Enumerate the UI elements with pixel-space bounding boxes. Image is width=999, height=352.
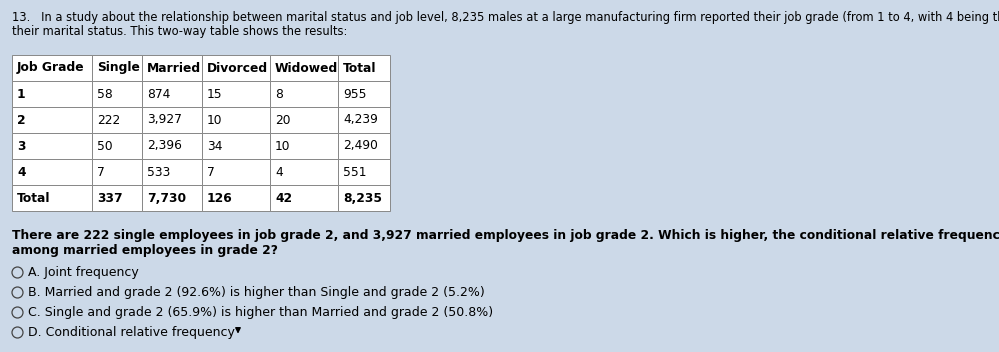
Bar — [202, 81, 270, 107]
Text: 2,490: 2,490 — [343, 139, 378, 152]
Text: Single: Single — [97, 62, 140, 75]
Text: C. Single and grade 2 (65.9%) is higher than Married and grade 2 (50.8%): C. Single and grade 2 (65.9%) is higher … — [28, 306, 494, 319]
Text: 34: 34 — [207, 139, 223, 152]
Text: 874: 874 — [147, 88, 171, 101]
Text: 42: 42 — [275, 191, 292, 205]
Text: 533: 533 — [147, 165, 171, 178]
Text: A. Joint frequency: A. Joint frequency — [28, 266, 139, 279]
Bar — [12, 185, 92, 211]
Bar — [202, 55, 270, 81]
Bar — [142, 133, 202, 159]
Text: 7: 7 — [97, 165, 105, 178]
Bar — [270, 81, 338, 107]
Text: 20: 20 — [275, 113, 291, 126]
Text: 337: 337 — [97, 191, 123, 205]
Text: Widowed: Widowed — [275, 62, 339, 75]
Bar — [338, 185, 390, 211]
Bar — [142, 81, 202, 107]
Bar — [270, 185, 338, 211]
Bar — [202, 133, 270, 159]
Bar — [92, 55, 142, 81]
Text: 4,239: 4,239 — [343, 113, 378, 126]
Text: 10: 10 — [207, 113, 223, 126]
Text: 8,235: 8,235 — [343, 191, 382, 205]
Bar — [92, 133, 142, 159]
Text: Total: Total — [17, 191, 51, 205]
Text: their marital status. This two-way table shows the results:: their marital status. This two-way table… — [12, 25, 348, 38]
Bar — [12, 159, 92, 185]
Text: 2,396: 2,396 — [147, 139, 182, 152]
Text: Divorced: Divorced — [207, 62, 268, 75]
Text: Job Grade: Job Grade — [17, 62, 85, 75]
Text: 955: 955 — [343, 88, 367, 101]
Bar — [338, 55, 390, 81]
Text: 2: 2 — [17, 113, 26, 126]
Bar — [92, 185, 142, 211]
Bar — [270, 133, 338, 159]
Bar — [202, 107, 270, 133]
Bar — [338, 81, 390, 107]
Text: B. Married and grade 2 (92.6%) is higher than Single and grade 2 (5.2%): B. Married and grade 2 (92.6%) is higher… — [28, 286, 485, 299]
Bar — [12, 55, 92, 81]
Text: 1: 1 — [17, 88, 26, 101]
Text: There are 222 single employees in job grade 2, and 3,927 married employees in jo: There are 222 single employees in job gr… — [12, 229, 999, 242]
Bar — [270, 107, 338, 133]
Bar — [202, 185, 270, 211]
Text: 50: 50 — [97, 139, 113, 152]
Text: 58: 58 — [97, 88, 113, 101]
Text: among married employees in grade 2?: among married employees in grade 2? — [12, 244, 278, 257]
Bar — [142, 159, 202, 185]
Bar — [142, 185, 202, 211]
Bar — [92, 81, 142, 107]
Bar — [92, 159, 142, 185]
Bar — [202, 159, 270, 185]
Text: 4: 4 — [275, 165, 283, 178]
Bar — [12, 133, 92, 159]
Bar — [270, 159, 338, 185]
Bar — [12, 107, 92, 133]
Text: 15: 15 — [207, 88, 223, 101]
Text: 222: 222 — [97, 113, 120, 126]
Text: 3,927: 3,927 — [147, 113, 182, 126]
Text: D. Conditional relative frequency: D. Conditional relative frequency — [28, 326, 235, 339]
Text: 126: 126 — [207, 191, 233, 205]
Text: 7: 7 — [207, 165, 215, 178]
Bar — [142, 107, 202, 133]
Bar — [12, 81, 92, 107]
Text: 4: 4 — [17, 165, 26, 178]
Bar — [338, 107, 390, 133]
Text: Total: Total — [343, 62, 377, 75]
Text: 10: 10 — [275, 139, 291, 152]
Bar — [270, 55, 338, 81]
Text: 8: 8 — [275, 88, 283, 101]
Bar — [338, 159, 390, 185]
Bar — [338, 133, 390, 159]
Bar — [142, 55, 202, 81]
Text: 13.   In a study about the relationship between marital status and job level, 8,: 13. In a study about the relationship be… — [12, 11, 999, 24]
Text: 551: 551 — [343, 165, 367, 178]
Text: Married: Married — [147, 62, 201, 75]
Text: 3: 3 — [17, 139, 26, 152]
Bar — [92, 107, 142, 133]
Text: 7,730: 7,730 — [147, 191, 186, 205]
